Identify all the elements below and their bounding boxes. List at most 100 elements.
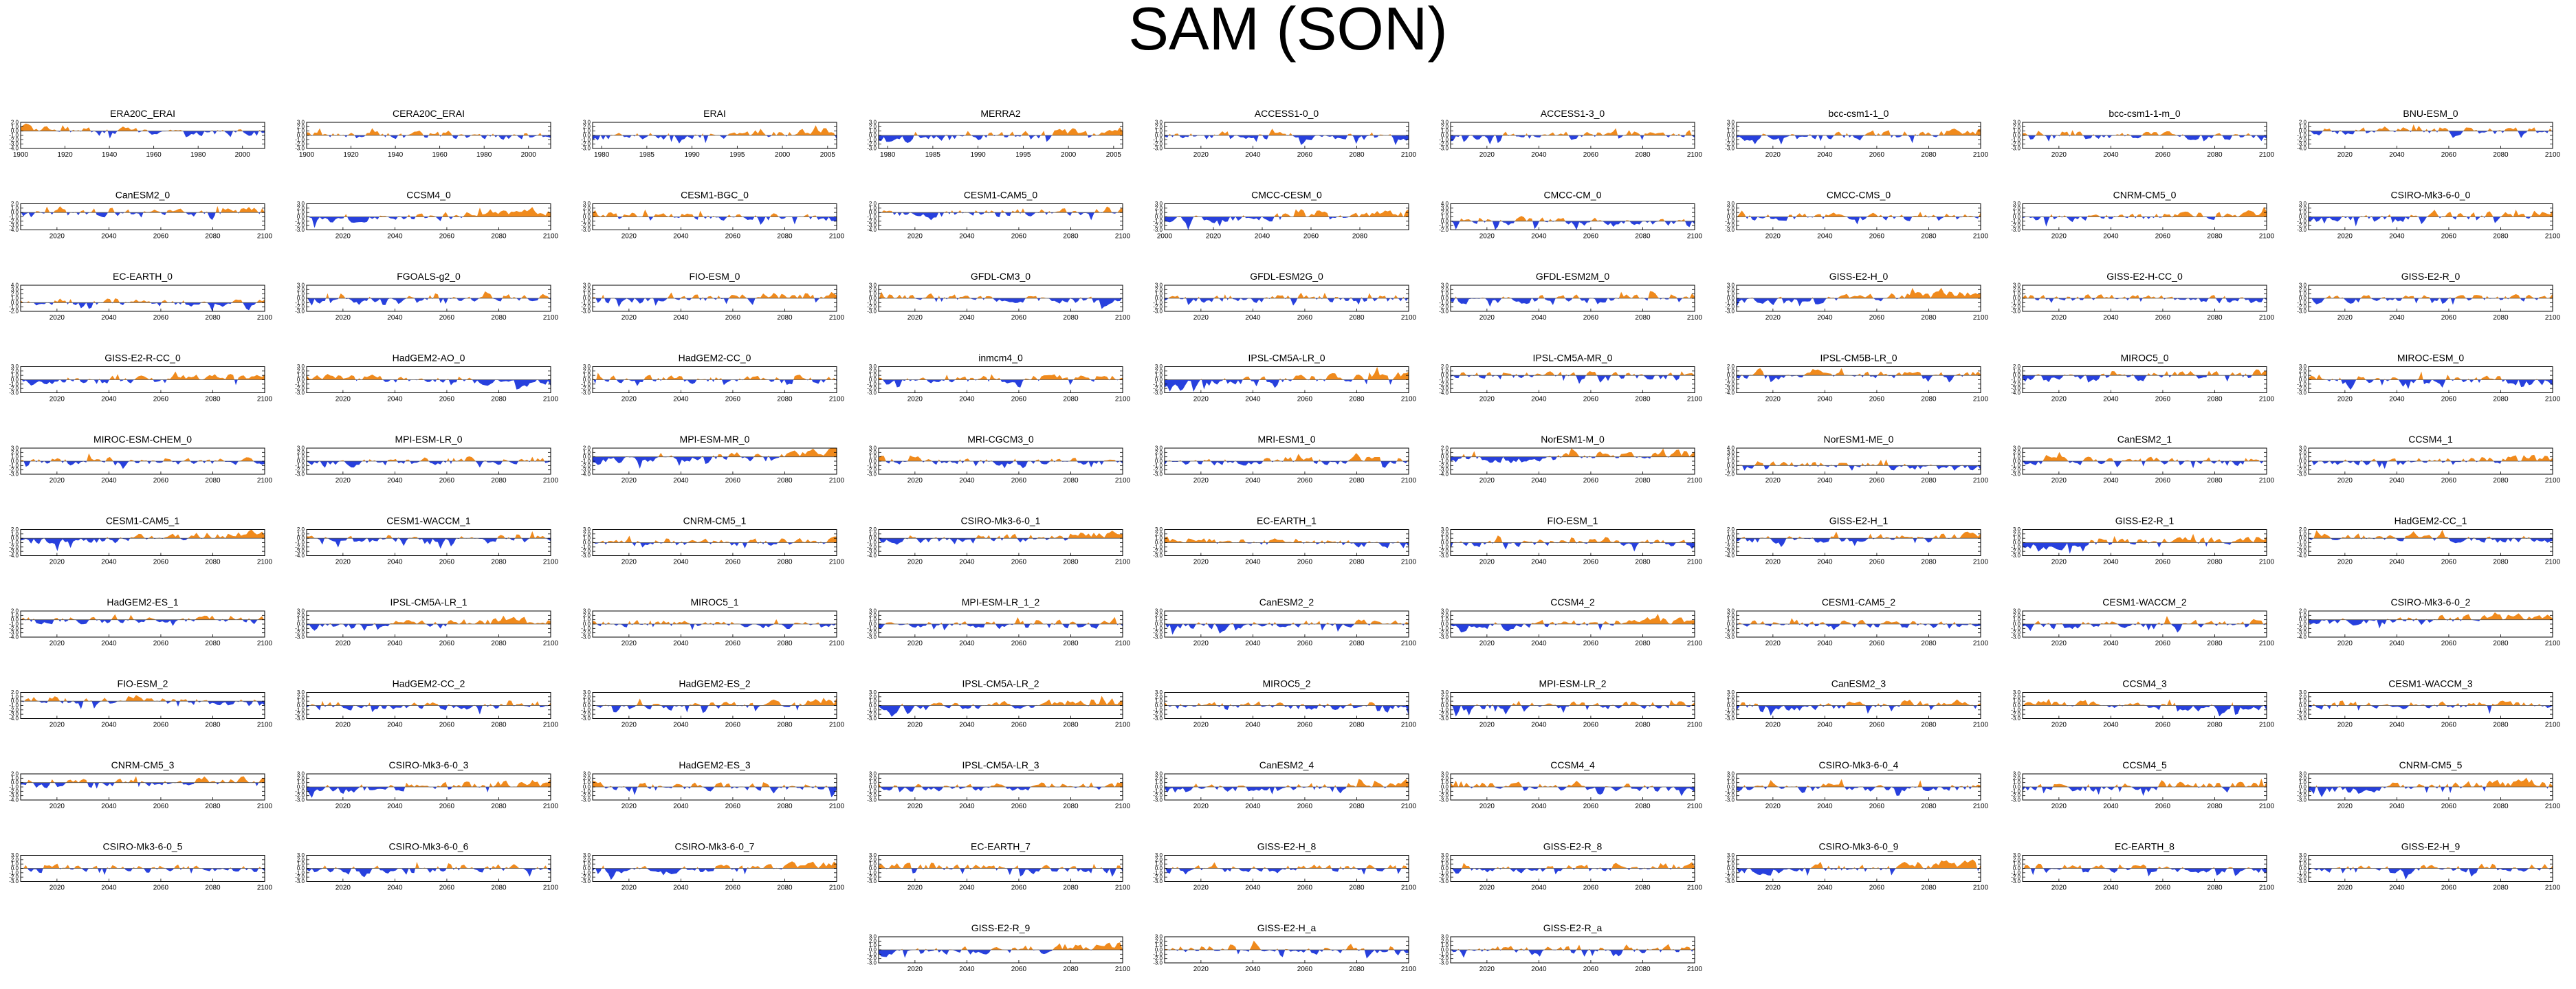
y-tick-label: -1.0 (295, 218, 305, 224)
y-tick-label: -2.0 (1153, 792, 1163, 799)
x-tick-label: 2040 (101, 396, 117, 403)
x-tick-label: 2080 (205, 233, 221, 241)
x-tick-label: 2060 (2441, 477, 2457, 485)
x-tick-label: 2060 (1011, 966, 1027, 973)
y-tick-label: -3.0 (9, 390, 19, 396)
y-tick-label: 2.0 (297, 612, 305, 619)
y-tick-label: -3.0 (2011, 797, 2021, 803)
y-tick-label: 1.0 (1155, 535, 1163, 542)
x-tick-label: 2020 (49, 477, 65, 485)
x-tick-label: 2060 (2155, 396, 2171, 403)
panel-title: IPSL-CM5A-MR_0 (1533, 353, 1613, 364)
y-tick-label: 3.0 (1155, 608, 1163, 614)
x-tick-label: 2060 (1297, 803, 1313, 810)
x-tick-label: 2100 (2259, 559, 2275, 566)
y-tick-label: -3.0 (867, 390, 877, 396)
panel-ipsl-cm5a-lr-2: IPSL-CM5A-LR_23.02.01.00.0-1.0-2.0-3.020… (867, 678, 1130, 729)
y-tick-label: -1.0 (2297, 788, 2307, 794)
y-tick-label: -3.0 (1725, 146, 1735, 152)
x-tick-label: 2020 (2051, 233, 2067, 241)
panel-title: CERA20C_ERAI (393, 108, 465, 119)
y-tick-label: -2.0 (2297, 711, 2307, 718)
y-tick-label: 0.0 (1155, 702, 1163, 709)
y-tick-label: 1.0 (1441, 449, 1449, 456)
x-tick-label: 2020 (1206, 233, 1222, 241)
positive-area (2311, 863, 2553, 869)
y-tick-label: 0.0 (2013, 296, 2021, 302)
y-tick-label: 2.0 (2299, 287, 2307, 293)
x-tick-label: 2020 (1765, 396, 1781, 403)
y-tick-label: -1.0 (9, 869, 19, 876)
panel-title: MERRA2 (980, 108, 1021, 119)
y-tick-label: -1.0 (1153, 137, 1163, 143)
y-tick-label: 2.0 (2299, 693, 2307, 700)
negative-area (307, 624, 485, 631)
x-tick-label: 2100 (1687, 396, 1703, 403)
x-tick-label: 2080 (1349, 803, 1365, 810)
y-tick-label: -1.0 (1725, 540, 1735, 546)
y-tick-label: -2.0 (1725, 141, 1735, 147)
positive-area (2023, 130, 2257, 135)
y-tick-label: -1.0 (295, 788, 305, 794)
y-tick-label: -3.0 (581, 227, 591, 233)
x-tick-label: 2060 (2155, 722, 2171, 729)
x-tick-label: 2060 (1297, 640, 1313, 647)
y-tick-label: 1.0 (2013, 128, 2021, 134)
y-tick-label: 1.0 (583, 535, 591, 542)
y-tick-label: -3.0 (2297, 141, 2307, 147)
y-tick-label: -3.0 (295, 390, 305, 396)
y-tick-label: 3.0 (1155, 852, 1163, 858)
positive-area (1451, 862, 1695, 869)
y-tick-label: -1.0 (9, 702, 19, 709)
y-tick-label: 1.0 (297, 779, 305, 786)
y-tick-label: 1.0 (583, 698, 591, 704)
panel-frame (20, 203, 265, 230)
panel-frame (1450, 203, 1695, 230)
panel-title: HadGEM2-ES_3 (679, 759, 750, 770)
y-tick-label: -2.0 (1439, 792, 1449, 799)
y-tick-label: -4.0 (9, 634, 19, 641)
y-tick-label: 0.0 (1155, 133, 1163, 139)
x-tick-label: 2000 (1157, 233, 1173, 241)
x-tick-label: 2080 (2207, 151, 2223, 159)
x-tick-label: 2020 (621, 233, 637, 241)
x-tick-label: 2060 (1583, 722, 1599, 729)
y-tick-label: 2.0 (1155, 938, 1163, 944)
y-tick-label: 1.0 (869, 205, 877, 211)
x-tick-label: 2060 (153, 640, 169, 647)
y-tick-label: -2.0 (2011, 223, 2021, 229)
y-tick-label: -1.0 (295, 869, 305, 876)
x-tick-label: 2100 (257, 803, 273, 810)
y-tick-label: 1.0 (297, 291, 305, 297)
x-tick-label: 2020 (2051, 477, 2067, 485)
negative-area (1165, 298, 1409, 306)
y-tick-label: 1.0 (2013, 698, 2021, 704)
x-tick-label: 2100 (2545, 151, 2561, 159)
x-tick-label: 2040 (101, 314, 117, 322)
y-tick-label: 3.0 (1727, 201, 1735, 207)
y-tick-label: 1.0 (583, 291, 591, 297)
y-tick-label: 0.0 (1155, 296, 1163, 302)
y-tick-label: -3.0 (1439, 797, 1449, 803)
y-tick-label: 3.0 (2299, 201, 2307, 207)
x-tick-label: 2040 (101, 722, 117, 729)
x-tick-label: 2040 (2389, 722, 2405, 729)
y-tick-label: -1.0 (867, 625, 877, 632)
y-tick-label: 2.0 (1727, 124, 1735, 130)
x-tick-label: 2060 (1011, 885, 1027, 892)
x-tick-label: 2040 (387, 722, 403, 729)
x-tick-label: 2020 (621, 722, 637, 729)
y-tick-label: 1.0 (2299, 373, 2307, 379)
x-tick-label: 2100 (829, 803, 845, 810)
x-tick-label: 2080 (491, 640, 507, 647)
y-tick-label: 1.0 (1155, 861, 1163, 867)
y-tick-label: -3.0 (2297, 227, 2307, 233)
x-tick-label: 2100 (1687, 314, 1703, 322)
positive-area (307, 128, 542, 135)
positive-area (914, 127, 1123, 135)
positive-area (1165, 701, 1396, 706)
